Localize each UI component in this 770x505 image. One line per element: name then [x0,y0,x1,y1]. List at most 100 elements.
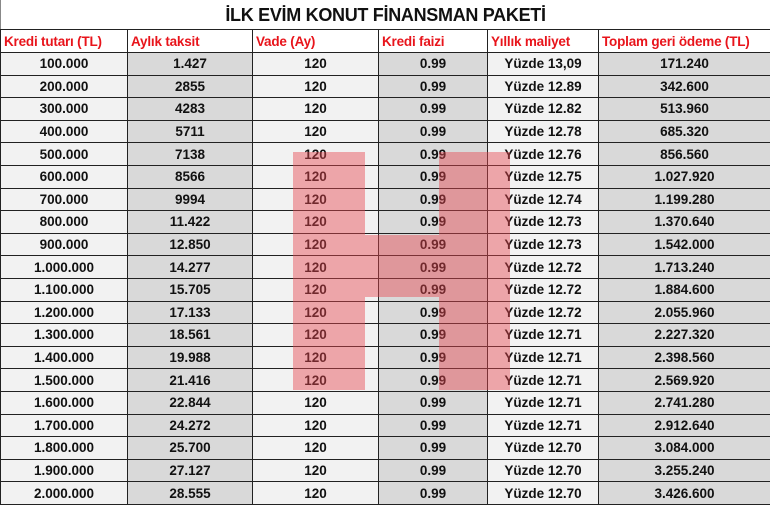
cell-vade: 120 [252,368,379,392]
table-row: 300.000 4283 120 0.99 Yüzde 12.82 513.960 [0,97,770,121]
cell-kredi-faizi: 0.99 [378,52,488,76]
table-row: 1.000.000 14.277 120 0.99 Yüzde 12.72 1.713.2… [0,255,770,279]
header-kredi-tutari: Kredi tutarı (TL) [0,29,128,53]
cell-toplam-geri-odeme: 3.426.600 [598,481,770,505]
cell-kredi-tutari: 1.900.000 [0,458,128,483]
cell-toplam-geri-odeme: 3.255.240 [598,458,770,483]
cell-kredi-faizi: 0.99 [378,413,488,438]
cell-vade: 120 [252,74,379,99]
cell-kredi-faizi: 0.99 [378,142,488,166]
cell-toplam-geri-odeme: 2.227.320 [598,323,770,347]
cell-toplam-geri-odeme: 513.960 [598,97,770,121]
cell-toplam-geri-odeme: 342.600 [598,74,770,99]
cell-toplam-geri-odeme: 1.027.920 [598,164,770,189]
page-title: İLK EVİM KONUT FİNANSMAN PAKETİ [0,0,770,29]
cell-vade: 120 [252,52,379,76]
cell-kredi-tutari: 700.000 [0,187,128,212]
cell-kredi-tutari: 1.600.000 [0,390,128,415]
cell-yillik-maliyet: Yüzde 12.72 [487,255,599,279]
cell-yillik-maliyet: Yüzde 12.71 [487,390,599,415]
cell-yillik-maliyet: Yüzde 12.74 [487,187,599,212]
cell-kredi-faizi: 0.99 [378,390,488,415]
cell-kredi-tutari: 2.000.000 [0,481,128,505]
cell-vade: 120 [252,187,379,212]
cell-aylik-taksit: 17.133 [127,300,253,325]
cell-kredi-faizi: 0.99 [378,187,488,212]
cell-vade: 120 [252,210,379,234]
cell-aylik-taksit: 11.422 [127,210,253,234]
cell-vade: 120 [252,119,379,144]
cell-yillik-maliyet: Yüzde 12.71 [487,413,599,438]
cell-yillik-maliyet: Yüzde 12.82 [487,97,599,121]
cell-toplam-geri-odeme: 2.569.920 [598,368,770,392]
cell-kredi-tutari: 1.000.000 [0,255,128,279]
cell-kredi-faizi: 0.99 [378,210,488,234]
cell-kredi-faizi: 0.99 [378,436,488,460]
cell-kredi-faizi: 0.99 [378,323,488,347]
cell-vade: 120 [252,345,379,370]
header-aylik-taksit: Aylık taksit [127,29,253,53]
cell-yillik-maliyet: Yüzde 12.72 [487,277,599,302]
loan-table: Kredi tutarı (TL) Aylık taksit Vade (Ay)… [0,29,770,505]
cell-toplam-geri-odeme: 2.398.560 [598,345,770,370]
cell-kredi-faizi: 0.99 [378,74,488,99]
header-kredi-faizi: Kredi faizi [378,29,488,53]
cell-yillik-maliyet: Yüzde 12.72 [487,300,599,325]
cell-toplam-geri-odeme: 1.199.280 [598,187,770,212]
cell-aylik-taksit: 4283 [127,97,253,121]
cell-vade: 120 [252,481,379,505]
cell-yillik-maliyet: Yüzde 12.78 [487,119,599,144]
cell-kredi-faizi: 0.99 [378,458,488,483]
cell-yillik-maliyet: Yüzde 12.73 [487,210,599,234]
header-yillik-maliyet: Yıllık maliyet [487,29,599,53]
cell-yillik-maliyet: Yüzde 12.73 [487,232,599,257]
cell-vade: 120 [252,232,379,257]
cell-vade: 120 [252,390,379,415]
cell-aylik-taksit: 9994 [127,187,253,212]
table-row: 1.600.000 22.844 120 0.99 Yüzde 12.71 2.741.2… [0,390,770,415]
cell-aylik-taksit: 24.272 [127,413,253,438]
table-row: 800.000 11.422 120 0.99 Yüzde 12.73 1.370.640 [0,210,770,234]
cell-vade: 120 [252,142,379,166]
cell-kredi-faizi: 0.99 [378,368,488,392]
cell-aylik-taksit: 15.705 [127,277,253,302]
table-row: 1.700.000 24.272 120 0.99 Yüzde 12.71 2.912.6… [0,413,770,438]
cell-kredi-tutari: 200.000 [0,74,128,99]
table-row: 600.000 8566 120 0.99 Yüzde 12.75 1.027.920 [0,164,770,189]
cell-toplam-geri-odeme: 1.713.240 [598,255,770,279]
cell-yillik-maliyet: Yüzde 12.71 [487,345,599,370]
cell-yillik-maliyet: Yüzde 12.71 [487,323,599,347]
cell-kredi-tutari: 1.500.000 [0,368,128,392]
table-row: 1.400.000 19.988 120 0.99 Yüzde 12.71 2.398.5… [0,345,770,370]
cell-yillik-maliyet: Yüzde 12.89 [487,74,599,99]
cell-aylik-taksit: 22.844 [127,390,253,415]
cell-yillik-maliyet: Yüzde 12.70 [487,458,599,483]
cell-toplam-geri-odeme: 2.912.640 [598,413,770,438]
cell-aylik-taksit: 2855 [127,74,253,99]
table-row: 400.000 5711 120 0.99 Yüzde 12.78 685.320 [0,119,770,144]
cell-vade: 120 [252,300,379,325]
cell-aylik-taksit: 12.850 [127,232,253,257]
table-row: 200.000 2855 120 0.99 Yüzde 12.89 342.600 [0,74,770,99]
cell-aylik-taksit: 1.427 [127,52,253,76]
cell-vade: 120 [252,413,379,438]
table-row: 500.000 7138 120 0.99 Yüzde 12.76 856.560 [0,142,770,166]
cell-kredi-tutari: 900.000 [0,232,128,257]
cell-toplam-geri-odeme: 1.370.640 [598,210,770,234]
cell-vade: 120 [252,97,379,121]
table-row: 900.000 12.850 120 0.99 Yüzde 12.73 1.542.000 [0,232,770,257]
cell-yillik-maliyet: Yüzde 12.70 [487,481,599,505]
cell-yillik-maliyet: Yüzde 12.75 [487,164,599,189]
cell-vade: 120 [252,436,379,460]
header-vade: Vade (Ay) [252,29,379,53]
cell-kredi-faizi: 0.99 [378,345,488,370]
header-row: Kredi tutarı (TL) Aylık taksit Vade (Ay)… [0,29,770,53]
cell-kredi-tutari: 1.200.000 [0,300,128,325]
cell-kredi-faizi: 0.99 [378,119,488,144]
cell-kredi-faizi: 0.99 [378,232,488,257]
cell-kredi-faizi: 0.99 [378,300,488,325]
cell-kredi-faizi: 0.99 [378,164,488,189]
cell-kredi-faizi: 0.99 [378,277,488,302]
table-row: 2.000.000 28.555 120 0.99 Yüzde 12.70 3.426.6… [0,481,770,505]
cell-kredi-tutari: 100.000 [0,52,128,76]
